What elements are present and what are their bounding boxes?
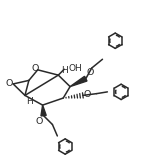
Text: O: O: [6, 79, 13, 88]
Text: H: H: [61, 66, 68, 75]
Text: O: O: [31, 64, 38, 73]
Text: H: H: [26, 97, 33, 106]
Text: O: O: [87, 68, 94, 77]
Polygon shape: [70, 76, 87, 87]
Text: OH: OH: [69, 64, 82, 73]
Polygon shape: [41, 105, 46, 116]
Text: O: O: [84, 90, 91, 99]
Text: O: O: [36, 117, 43, 126]
